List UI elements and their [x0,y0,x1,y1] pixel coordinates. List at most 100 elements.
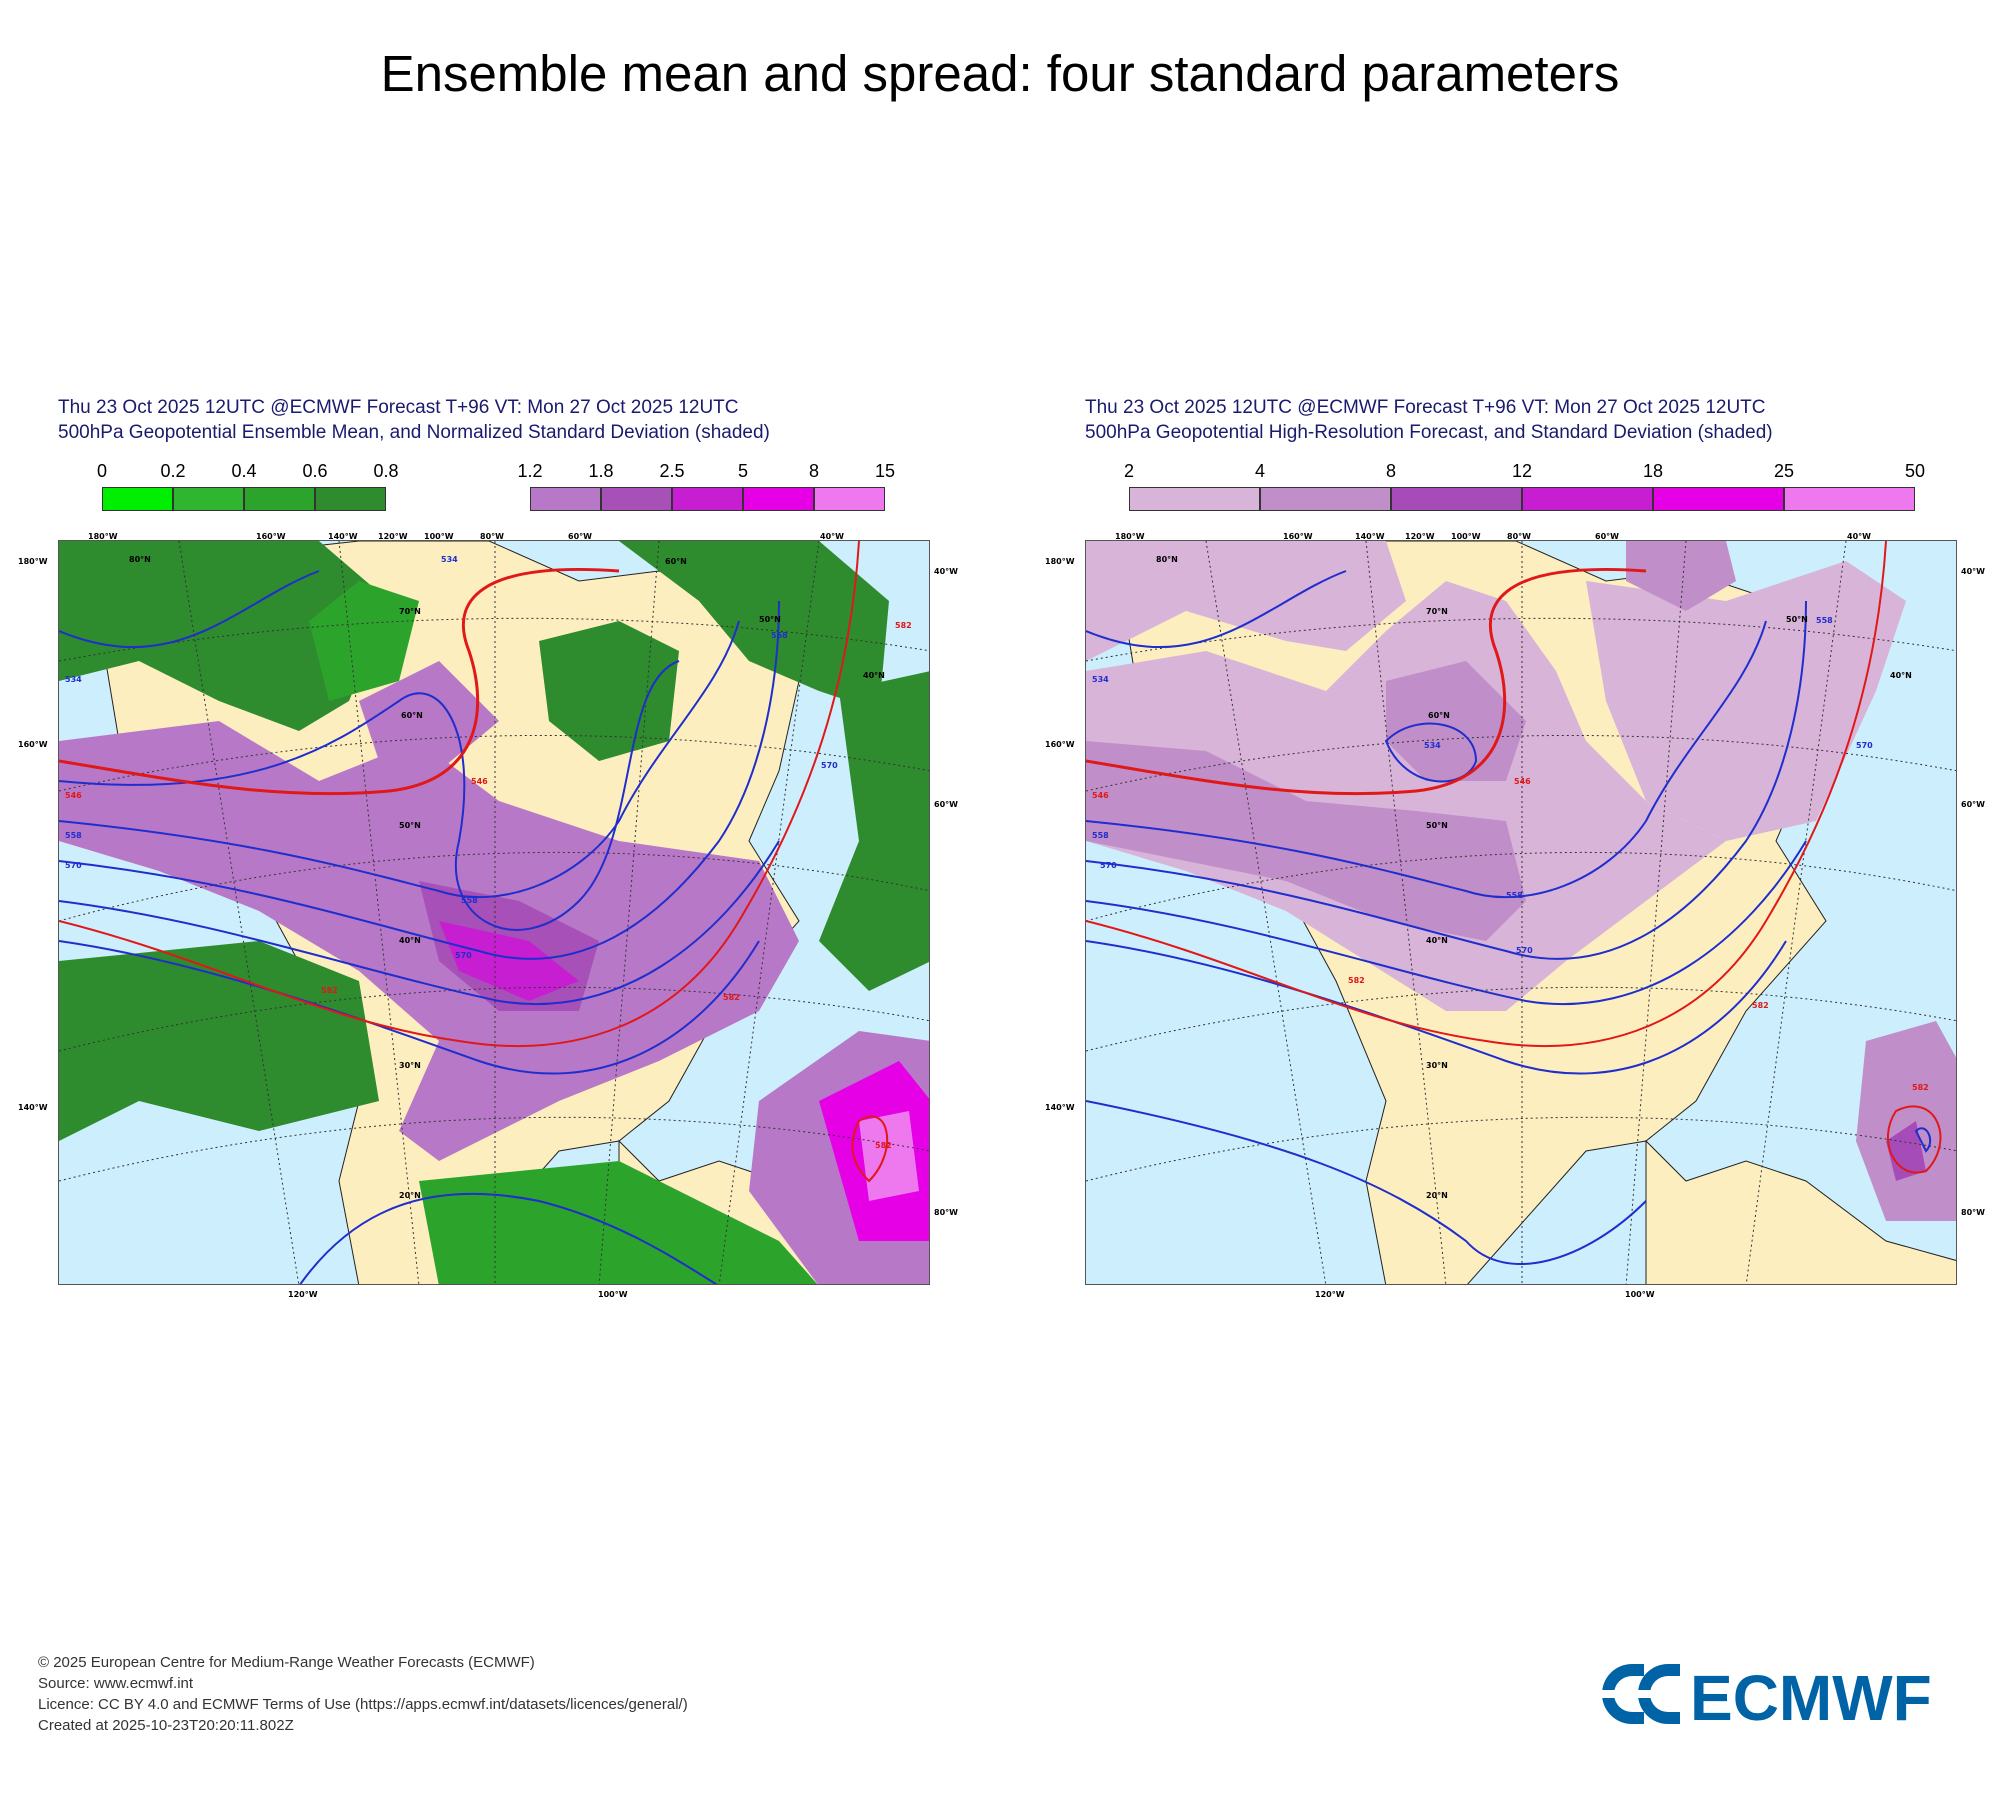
lat-label-left: 160°W [18,740,48,749]
lat-label: 50°N [399,821,421,830]
legend-swatch [1391,487,1522,511]
legend-swatch [244,487,315,511]
lat-label-left: 160°W [1045,740,1075,749]
contour-label: 558 [771,631,788,640]
lat-label-right: 60°W [1961,800,1985,809]
legend-swatch [315,487,386,511]
contour-label: 582 [723,993,740,1002]
shade-green-south [419,1161,818,1284]
lon-label-bottom: 120°W [1315,1290,1345,1299]
lon-label-top: 40°W [1847,532,1871,541]
lon-label-top: 160°W [256,532,286,541]
contour-label: 546 [1092,791,1109,800]
contour-label: 534 [441,555,458,564]
graticule [59,541,929,1284]
lat-label: 50°N [759,615,781,624]
contour-label: 534 [65,675,82,684]
lon-label-top: 60°W [1595,532,1619,541]
lat-label: 20°N [1426,1191,1448,1200]
lat-label: 60°N [665,557,687,566]
lon-label-top: 100°W [424,532,454,541]
lon-label-top: 40°W [820,532,844,541]
lon-label-top: 120°W [1405,532,1435,541]
legend-tick: 1.2 [517,461,543,481]
lat-label: 80°N [129,555,151,564]
legend-tick: 0.2 [160,461,186,481]
legend-tick: 50 [1904,461,1926,481]
lon-label-bottom: 100°W [1625,1290,1655,1299]
shade-southeast-dark [1886,1121,1926,1181]
contour-label: 558 [1506,891,1523,900]
shade-green-far-east [819,671,929,991]
legend-swatch [1653,487,1784,511]
lon-label-top: 160°W [1283,532,1313,541]
contour-label: 582 [1912,1083,1929,1092]
contour-label: 570 [455,951,472,960]
legend-swatch [102,487,173,511]
legend-swatch [672,487,743,511]
legend-swatch [814,487,885,511]
lon-label-top: 60°W [568,532,592,541]
legend-tick: 2.5 [659,461,685,481]
contour-label: 546 [1514,777,1531,786]
lat-label-right: 40°W [1961,567,1985,576]
map-ensemble-mean: 546 534 558 570 582 558 570 582 546 558 … [58,540,930,1285]
shade-magenta-center [439,921,579,1001]
lat-label: 70°N [399,607,421,616]
legend-tick: 8 [1385,461,1397,481]
legend-swatch [1129,487,1260,511]
contour-label: 570 [821,761,838,770]
lat-label-right: 40°W [934,567,958,576]
panel-ensemble-mean: Thu 23 Oct 2025 12UTC @ECMWF Forecast T+… [18,395,958,1305]
legend-swatch [1784,487,1915,511]
lon-label-top: 140°W [328,532,358,541]
lat-label: 80°N [1156,555,1178,564]
legend-tick: 8 [808,461,820,481]
legend-purple: 1.2 1.8 2.5 5 8 15 [517,461,895,521]
lat-label-right: 60°W [934,800,958,809]
shade-mid-band [1086,741,1526,941]
panel-header-line2: 500hPa Geopotential High-Resolution Fore… [1085,422,1773,443]
legend-tick: 4 [1254,461,1266,481]
map-svg [59,541,929,1284]
ecmwf-logo: ECMWF [1592,1660,1972,1734]
contour-label: 558 [1816,616,1833,625]
legend-swatch [530,487,601,511]
lat-label: 40°N [1426,936,1448,945]
contour-label: 582 [1348,976,1365,985]
legend-swatch [1522,487,1653,511]
legend-tick: 0 [96,461,108,481]
legend-swatch [601,487,672,511]
shade-green-mid [309,581,419,701]
footer: © 2025 European Centre for Medium-Range … [38,1652,688,1736]
lon-label-top: 180°W [88,532,118,541]
lon-label-top: 120°W [378,532,408,541]
contours-red [59,541,889,1183]
legend-tick: 0.8 [373,461,399,481]
shade-green-southwest [59,941,379,1141]
ecmwf-logo-text: ECMWF [1690,1662,1932,1728]
contours-red [1086,541,1942,1174]
lat-label: 50°N [1786,615,1808,624]
lat-label-right: 80°W [934,1208,958,1217]
footer-created: Created at 2025-10-23T20:20:11.802Z [38,1717,294,1734]
lat-label: 40°N [863,671,885,680]
lat-label-left: 140°W [1045,1103,1075,1112]
contour-label: 570 [65,861,82,870]
map-svg [1086,541,1956,1284]
legend-tick: 18 [1642,461,1664,481]
map-hres-forecast: 534 546 558 570 534 546 558 570 582 558 … [1085,540,1957,1285]
shade-southeast [1856,1021,1956,1221]
lat-label: 60°N [1428,711,1450,720]
footer-licence: Licence: CC BY 4.0 and ECMWF Terms of Us… [38,1696,688,1713]
lat-label: 40°N [399,936,421,945]
panel-header-line2: 500hPa Geopotential Ensemble Mean, and N… [58,422,770,443]
page-title: Ensemble mean and spread: four standard … [380,45,1620,102]
legend-green: 0 0.2 0.4 0.6 0.8 [97,461,399,521]
contour-label: 582 [321,986,338,995]
shade-purple-band [59,721,799,1161]
contours-blue [59,570,780,1284]
legend-swatch [173,487,244,511]
legend-tick: 2 [1123,461,1135,481]
legend-tick: 5 [737,461,749,481]
